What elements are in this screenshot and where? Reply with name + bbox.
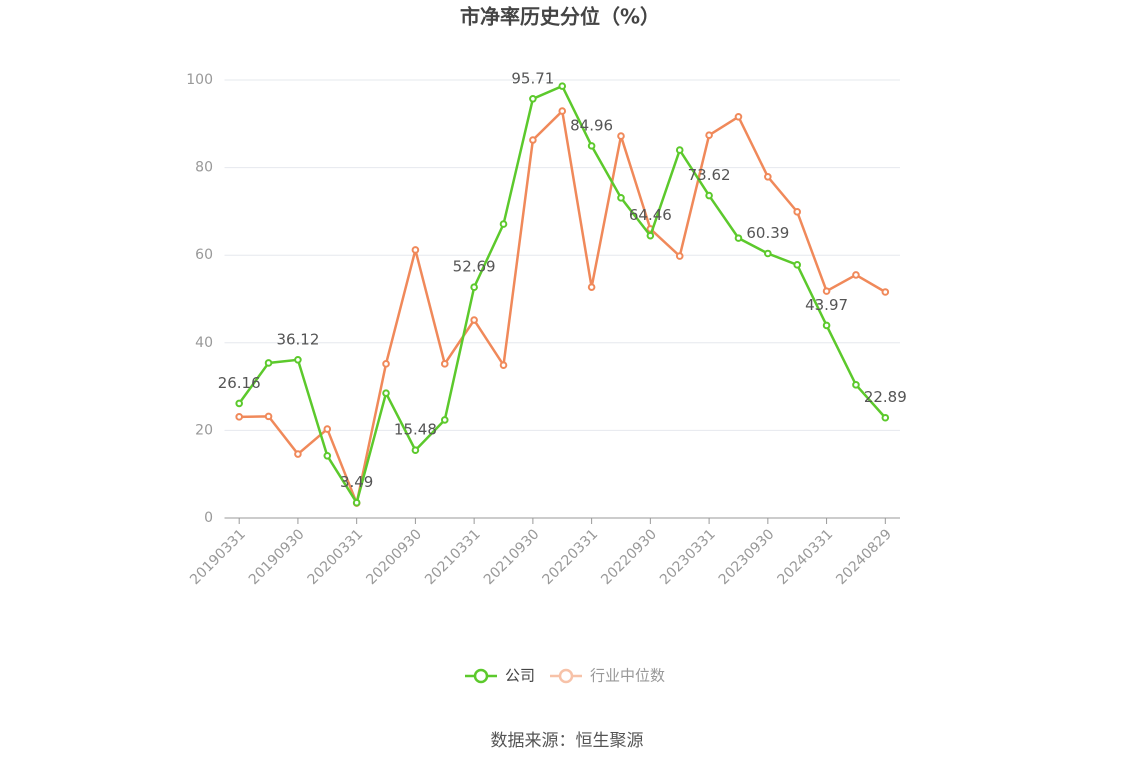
legend-marker xyxy=(473,668,489,684)
data-label: 22.89 xyxy=(864,388,907,406)
series-group xyxy=(235,82,890,507)
series-line xyxy=(238,84,887,506)
data-label: 26.16 xyxy=(218,374,261,392)
data-point xyxy=(470,283,478,292)
source-note: 数据来源：恒生聚源 xyxy=(491,731,644,751)
data-label: 60.39 xyxy=(746,224,789,242)
x-tick-label: 20230331 xyxy=(657,526,719,588)
data-point xyxy=(793,208,802,216)
data-point xyxy=(264,412,273,421)
y-tick-label: 80 xyxy=(195,160,213,176)
data-point xyxy=(764,172,772,181)
x-tick-label: 20220930 xyxy=(598,526,660,588)
data-point xyxy=(323,425,332,433)
data-point xyxy=(793,261,802,269)
x-tick-label: 20240331 xyxy=(775,526,837,588)
legend-label: 行业中位数 xyxy=(590,667,665,685)
legend-label: 公司 xyxy=(505,667,535,685)
data-point xyxy=(705,131,713,139)
data-point xyxy=(852,381,860,389)
y-tick-label: 40 xyxy=(195,335,213,351)
x-tick-label: 20220331 xyxy=(540,526,602,588)
data-point xyxy=(411,446,420,454)
x-tick-label: 20230930 xyxy=(716,526,778,588)
y-tick-label: 100 xyxy=(186,72,213,88)
data-point xyxy=(440,416,449,424)
chart-title: 市净率历史分位（%） xyxy=(460,5,660,29)
data-point xyxy=(499,220,508,228)
data-point xyxy=(529,94,537,103)
data-point xyxy=(675,252,684,260)
data-label: 64.46 xyxy=(629,206,672,224)
y-tick-label: 0 xyxy=(204,510,213,526)
series-group xyxy=(235,107,890,508)
data-point xyxy=(529,136,537,144)
legend-marker xyxy=(558,668,574,684)
data-label: 95.71 xyxy=(511,69,554,87)
data-point xyxy=(323,452,332,460)
x-tick-label: 20240829 xyxy=(833,526,895,588)
data-point xyxy=(646,231,655,240)
data-point xyxy=(822,287,831,295)
data-point xyxy=(235,399,243,408)
x-tick-label: 20210331 xyxy=(422,526,484,588)
x-tick-label: 20200930 xyxy=(363,526,425,588)
data-point xyxy=(822,321,831,330)
data-point xyxy=(734,112,743,121)
data-point xyxy=(499,361,508,369)
data-point xyxy=(382,389,390,397)
data-point xyxy=(587,283,596,291)
data-point xyxy=(705,191,713,200)
data-point xyxy=(617,194,625,202)
data-label: 36.12 xyxy=(276,330,319,348)
data-point xyxy=(881,288,890,296)
data-label: 52.69 xyxy=(453,258,496,276)
y-tick-label: 60 xyxy=(195,247,213,263)
data-point xyxy=(264,359,273,367)
data-point xyxy=(558,107,567,115)
data-point xyxy=(352,498,361,507)
x-tick-label: 20200331 xyxy=(305,526,367,588)
x-tick-label: 20190331 xyxy=(187,526,249,588)
data-point xyxy=(587,142,596,150)
data-label: 3.49 xyxy=(340,473,373,491)
series-line xyxy=(239,108,886,508)
data-label: 73.62 xyxy=(688,166,731,184)
data-point xyxy=(470,316,478,324)
x-tick-label: 20190930 xyxy=(246,526,308,588)
data-point xyxy=(558,82,567,90)
data-label: 84.96 xyxy=(570,116,613,134)
data-point xyxy=(734,234,743,242)
data-label: 15.48 xyxy=(394,421,437,439)
data-point xyxy=(852,271,860,279)
data-point xyxy=(440,360,449,368)
data-point xyxy=(294,355,302,364)
data-point xyxy=(235,413,243,421)
data-point xyxy=(881,413,890,422)
data-point xyxy=(617,132,625,140)
data-point xyxy=(675,146,684,154)
data-point xyxy=(294,450,302,458)
data-label: 43.97 xyxy=(805,296,848,314)
data-point xyxy=(382,360,390,368)
y-tick-label: 20 xyxy=(195,422,213,438)
x-tick-label: 20210930 xyxy=(481,526,543,588)
data-point xyxy=(411,246,420,254)
data-point xyxy=(764,249,772,258)
